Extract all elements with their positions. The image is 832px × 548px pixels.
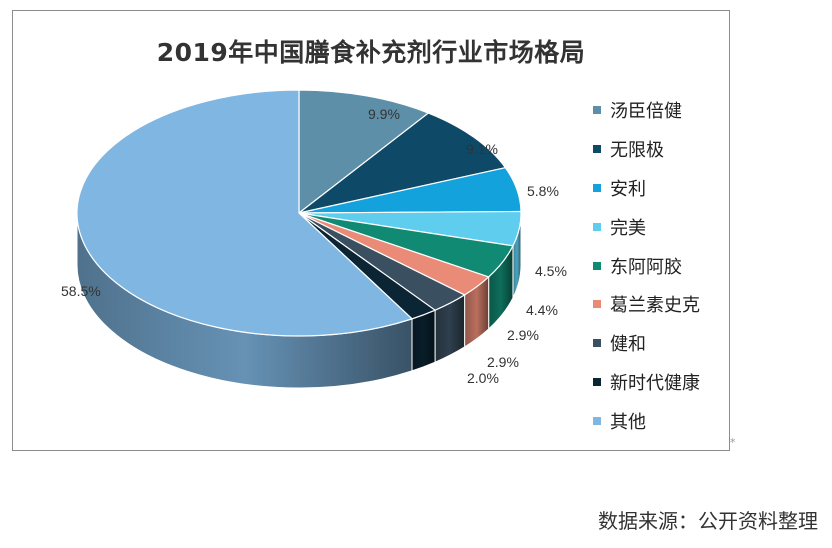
pie-tops bbox=[76, 89, 522, 337]
legend-label: 汤臣倍健 bbox=[610, 101, 682, 123]
legend-swatch bbox=[593, 339, 601, 348]
pie-label-0: 9.9% bbox=[368, 106, 400, 122]
legend-label: 新时代健康 bbox=[610, 372, 700, 394]
corner-mark: * bbox=[730, 436, 736, 449]
legend-item: 安利 bbox=[593, 169, 700, 208]
legend: 汤臣倍健无限极安利完美东阿阿胶葛兰素史克健和新时代健康其他 bbox=[593, 91, 700, 440]
legend-swatch bbox=[593, 106, 601, 115]
legend-item: 完美 bbox=[593, 207, 700, 246]
pie-slice-8 bbox=[76, 89, 414, 337]
pie-label-7: 2.0% bbox=[467, 370, 499, 386]
legend-item: 新时代健康 bbox=[593, 363, 700, 402]
legend-swatch bbox=[593, 416, 601, 425]
pie-label-1: 9.1% bbox=[466, 141, 498, 157]
chart-title: 2019年中国膳食补充剂行业市场格局 bbox=[156, 38, 586, 67]
pie-label-4: 4.4% bbox=[526, 302, 558, 318]
legend-item: 其他 bbox=[593, 401, 700, 440]
legend-label: 安利 bbox=[610, 178, 646, 200]
legend-item: 健和 bbox=[593, 324, 700, 363]
legend-item: 葛兰素史克 bbox=[593, 285, 700, 324]
pie-chart: 9.9%9.1%5.8%4.5%4.4%2.9%2.9%2.0%58.5% bbox=[61, 89, 567, 389]
chart-frame: 2019年中国膳食补充剂行业市场格局 9.9% 9.1% 5.8% 4.5% 4.4% 2… bbox=[12, 10, 730, 451]
legend-swatch bbox=[593, 300, 601, 309]
legend-label: 无限极 bbox=[610, 140, 664, 162]
pie-label-3: 4.5% bbox=[535, 263, 567, 279]
legend-label: 葛兰素史克 bbox=[610, 295, 700, 317]
legend-swatch bbox=[593, 222, 601, 231]
legend-label: 东阿阿胶 bbox=[610, 256, 682, 278]
legend-item: 无限极 bbox=[593, 130, 700, 169]
legend-item: 汤臣倍健 bbox=[593, 91, 700, 130]
pie-slice-1 bbox=[298, 112, 507, 214]
legend-swatch bbox=[593, 183, 601, 192]
pie-labels: 9.9%9.1%5.8%4.5%4.4%2.9%2.9%2.0%58.5% bbox=[61, 106, 567, 386]
pie-label-2: 5.8% bbox=[527, 183, 559, 199]
pie-side-7 bbox=[411, 309, 436, 372]
legend-label: 完美 bbox=[610, 217, 646, 239]
legend-label: 其他 bbox=[610, 411, 646, 433]
legend-swatch bbox=[593, 261, 601, 270]
legend-label: 健和 bbox=[610, 334, 646, 356]
pie-slice-0 bbox=[298, 89, 430, 215]
legend-swatch bbox=[593, 145, 601, 154]
legend-item: 东阿阿胶 bbox=[593, 246, 700, 285]
legend-swatch bbox=[593, 377, 601, 386]
pie-label-5: 2.9% bbox=[507, 327, 539, 343]
source-note: 数据来源：公开资料整理 bbox=[598, 509, 818, 533]
pie-label-6: 2.9% bbox=[487, 354, 519, 370]
pie-label-8: 58.5% bbox=[61, 283, 101, 299]
